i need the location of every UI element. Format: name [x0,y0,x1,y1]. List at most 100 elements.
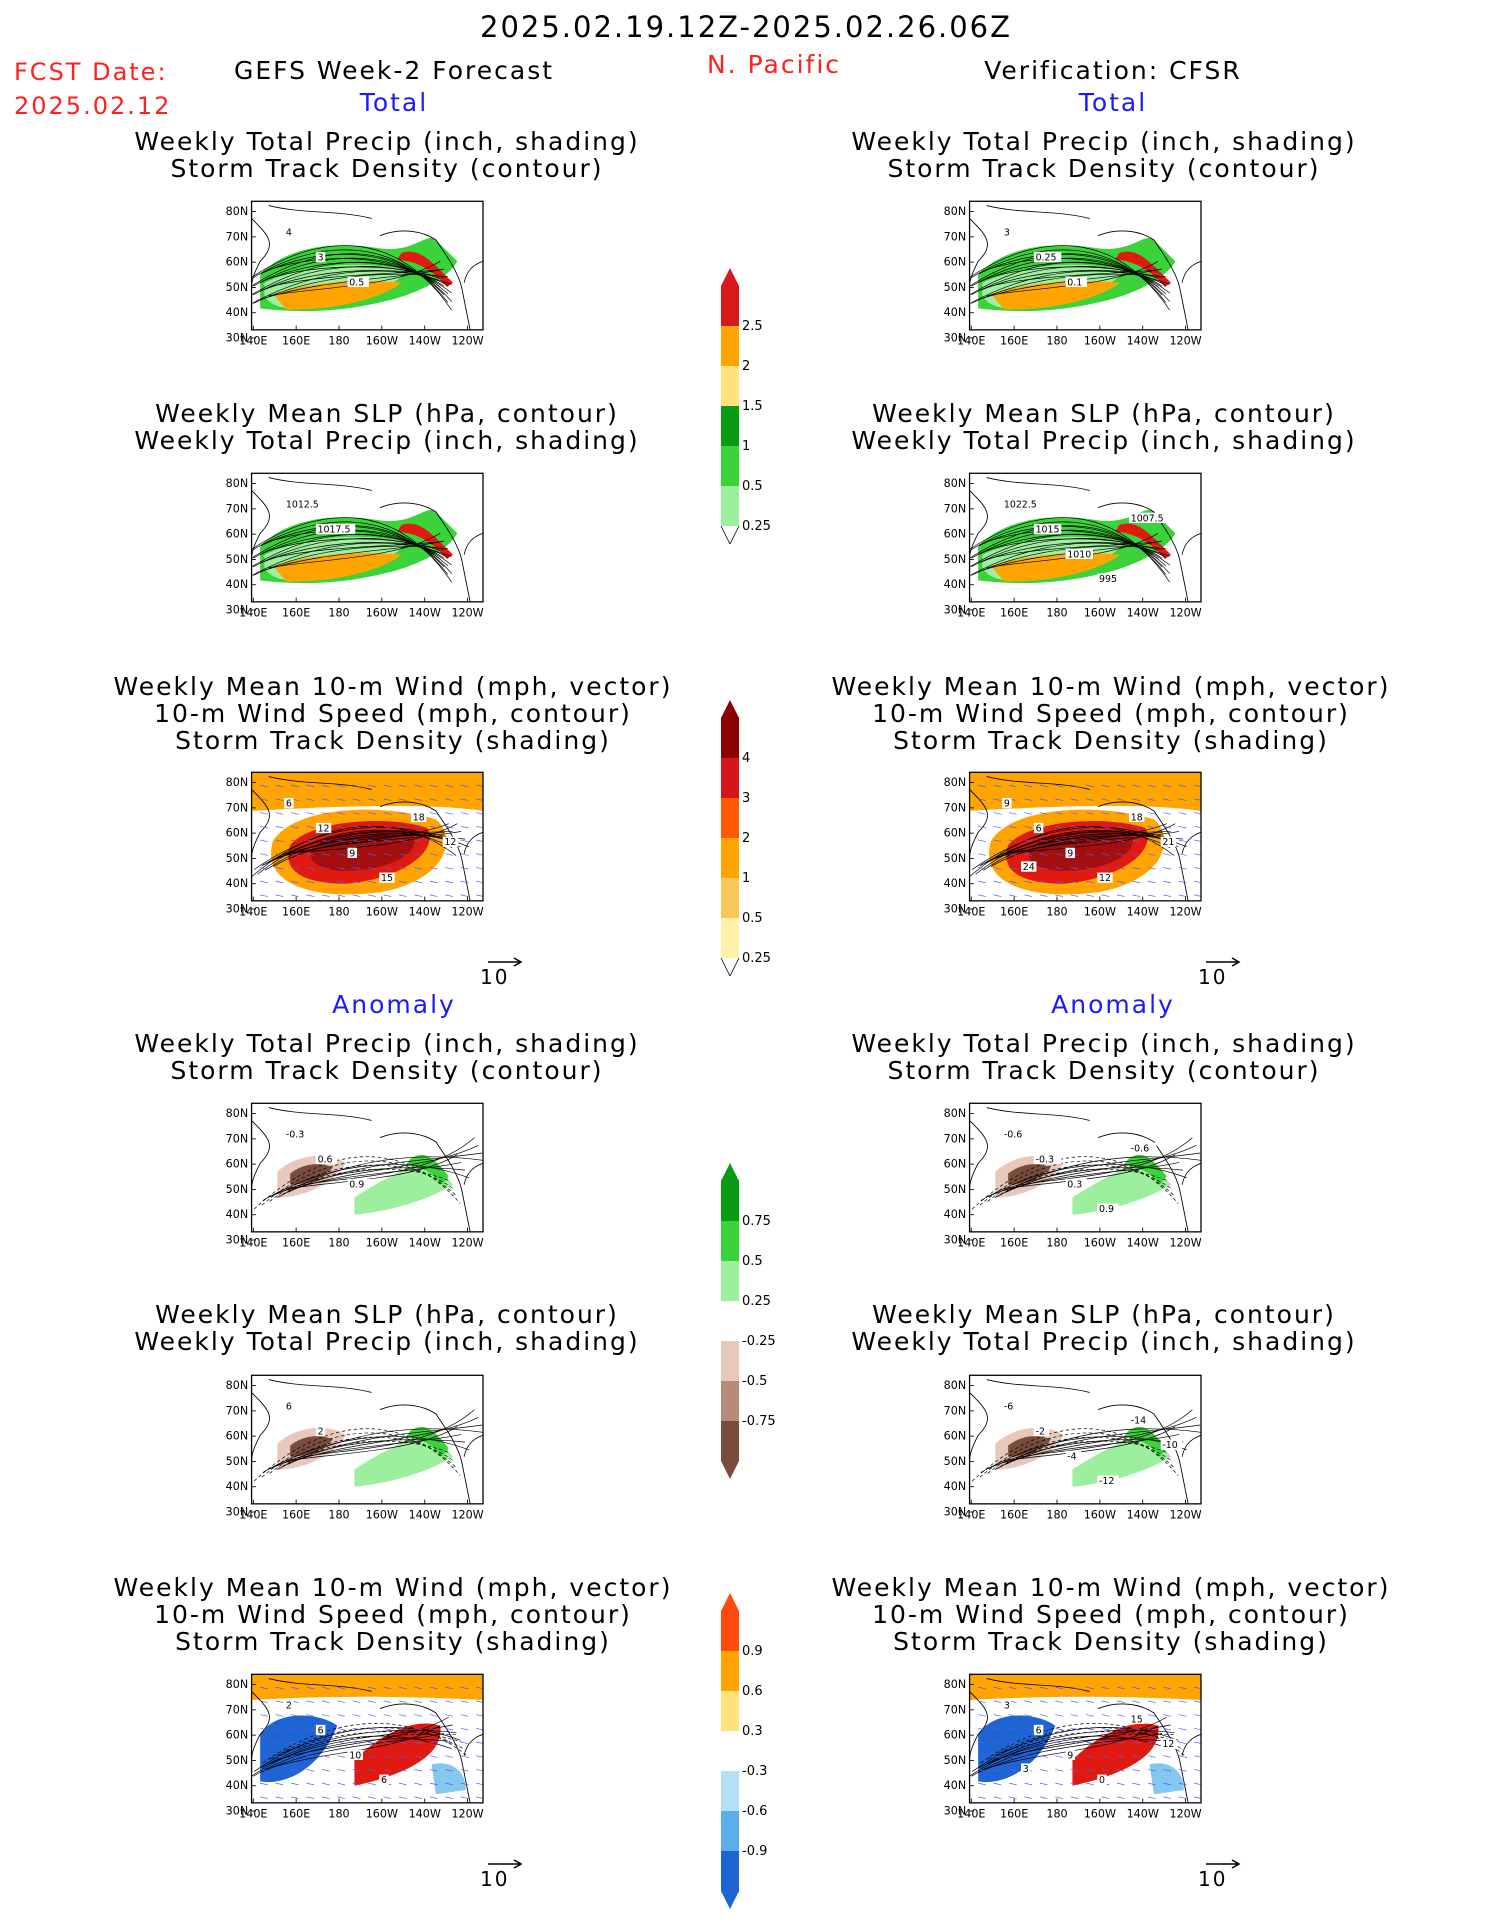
shaded-region [1072,1159,1171,1215]
wind-vector [1101,867,1110,870]
wind-vector [275,1782,284,1786]
wind-vector [1039,1714,1048,1717]
contour-line [260,1733,445,1773]
contour-line [995,1731,1180,1756]
wind-vector [460,1714,469,1717]
map-frame [968,1673,1202,1804]
coastline [379,230,483,330]
colorbar-track-anomaly: 0.9 0.6 0.3 -0.3 -0.6 -0.9 [720,1593,780,1913]
wind-vector [352,1741,361,1745]
contour-line [986,1725,1159,1769]
contour-label: 6 [1036,1725,1042,1736]
coastline [1097,230,1201,330]
coastline [1097,1132,1201,1232]
map-panel-verif-anom-wind-track: 3 6 9 0 15 12 3 80N 70N 60N 50N 40N 30N 140E 160E 180 16… [944,1662,1202,1838]
map-panel-forecast-wind-track: 6 12 9 15 18 12 80N 70N 60N 50N 40N 30N 140E 160E 180 1… [226,760,484,936]
wind-vector [993,867,1002,870]
title-p5: Weekly Mean SLP (hPa, contour) Weekly Tot… [134,1301,639,1355]
colorbar-label: 1 [742,439,750,454]
contour-line [253,545,448,576]
wind-vector [1147,1686,1156,1690]
colorbar-segment [721,1341,739,1381]
panel-title-line: Weekly Total Precip (inch, shading) [851,1029,1357,1058]
contour-label: 12 [1099,873,1111,884]
contour-line [990,831,1163,867]
wind-vector [978,853,986,856]
wind-vector [1132,1741,1141,1745]
wind-vector [306,798,315,801]
colorbar-segment [721,718,739,758]
contour-line [978,534,1163,559]
wind-vector [1101,1700,1110,1703]
contour-line [269,1164,453,1202]
wind-vector [260,1741,268,1745]
wind-vector [1147,867,1156,870]
wind-vector [1070,880,1079,884]
wind-vector [1086,894,1094,897]
wind-vector [1101,825,1110,829]
contour-label: 10 [349,1750,361,1761]
wind-vector [368,784,376,788]
wind-vector [993,798,1002,801]
coastline [969,1379,1090,1462]
colorbar-segment [721,1731,739,1771]
contour-line [251,253,452,302]
panel-title-line: 10-m Wind Speed (mph, contour) [872,1600,1350,1629]
wind-vector [1008,839,1017,843]
contour-label-bg [1160,1439,1183,1450]
wind-vector [1039,1686,1048,1690]
wind-vector [290,1755,299,1758]
wind-vector [1116,1769,1125,1772]
contour-label: 12 [444,837,456,848]
wind-vector [275,894,284,897]
contour-label: 6 [286,799,292,810]
colorbar-label: -0.75 [742,1414,776,1429]
wind-vector [383,1714,392,1717]
contour-line [986,541,1159,560]
wind-vector [1086,839,1094,843]
wind-vector [275,867,284,870]
colorbar-track-total: 4 3 2 1 0.5 0.25 [720,700,780,980]
wind-vector [260,825,268,829]
wind-vector [414,1769,423,1772]
contour-line [260,534,445,559]
map-layer [251,1375,483,1504]
wind-vector [1024,894,1033,897]
wind-vector [260,1700,268,1703]
wind-vector [368,1727,376,1731]
wind-vector [1024,880,1033,884]
contour-label-bg [411,811,427,822]
contour-line [980,1723,1188,1764]
wind-vector [1147,1796,1156,1799]
wind-vector [260,853,268,856]
shaded-region [1008,1164,1051,1185]
wind-vector [1055,1796,1064,1799]
wind-vector [352,825,361,829]
contour-label: 9 [1067,1750,1073,1761]
map-frame [968,472,1202,603]
lon-tick-label: 180 [328,606,349,619]
wind-vector [445,1769,454,1772]
wind-vector [414,1741,423,1745]
wind-vector [978,867,986,870]
colorbar-label: -0.5 [742,1374,767,1389]
wind-vector [398,1700,407,1703]
wind-vector [1178,880,1187,884]
lon-tick-label: 160W [366,1508,398,1521]
wind-vector [460,1782,469,1786]
lon-tick-label: 180 [1046,1236,1067,1249]
wind-vector [368,867,376,870]
contour-label-bg [284,1401,294,1412]
contour-label: 1010 [1067,549,1091,560]
title-p1: Weekly Total Precip (inch, shading) Storm… [134,128,639,182]
contour-line [251,517,452,583]
panel-title-line: Weekly Mean SLP (hPa, contour) [872,399,1336,428]
coastline [251,1678,372,1761]
wind-vector [290,1769,299,1772]
lat-tick-label: 40N [944,1779,966,1792]
panel-title-line: Weekly Mean 10-m Wind (mph, vector) [831,1573,1391,1602]
colorbar-segment [721,1851,739,1891]
wind-vector [460,880,469,884]
wind-vector [1178,1769,1187,1772]
